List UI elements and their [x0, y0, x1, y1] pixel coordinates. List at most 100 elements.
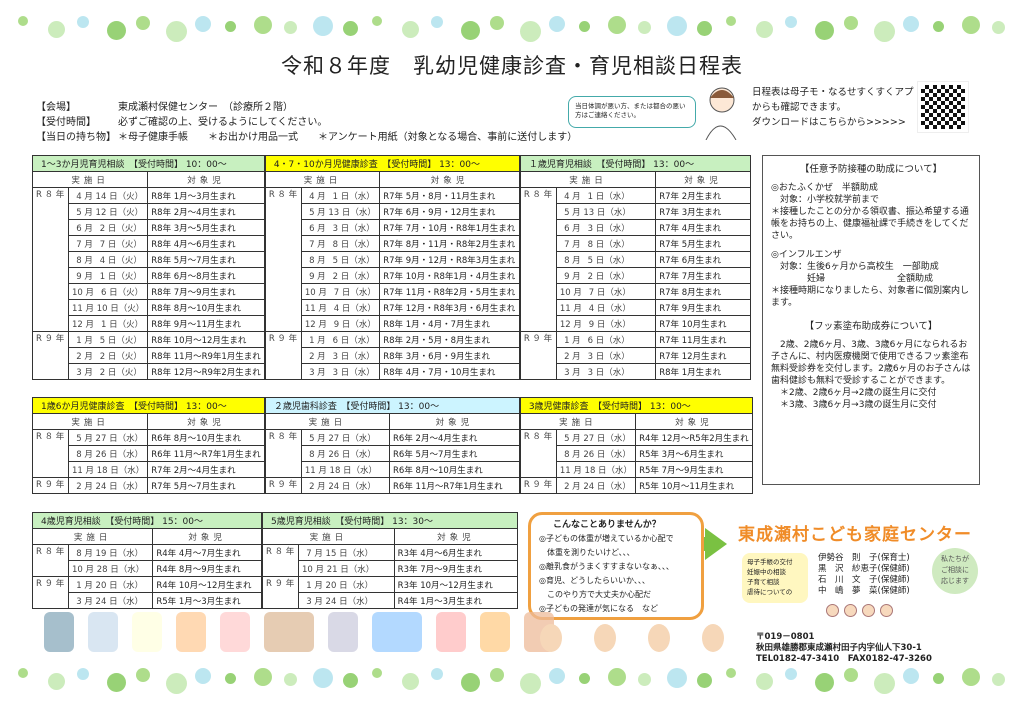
- date-cell: 12 月 9 日（水）: [300, 315, 381, 332]
- date-cell: 1 月 20 日（水）: [298, 576, 395, 593]
- target-cell: R7年 2月～4月生まれ: [147, 461, 265, 478]
- clover-icon: [519, 673, 541, 694]
- clover-icon: [903, 16, 919, 32]
- col-header-date: 実施日: [264, 171, 381, 188]
- target-cell: R6年 5月～7月生まれ: [389, 445, 520, 462]
- service-line: 虐待についての: [747, 588, 793, 596]
- clover-icon: [873, 21, 895, 42]
- col-header-date: 実施日: [519, 171, 657, 188]
- target-cell: R8年 7月～9月生まれ: [147, 283, 265, 300]
- clover-icon: [667, 668, 687, 688]
- date-cell: 9 月 1 日（火）: [67, 267, 149, 284]
- center-name: 東成瀬村こども家庭センター: [738, 525, 972, 545]
- diaper-icon: [88, 612, 118, 652]
- table-title: 4・7・10か月児健康診査 【受付時間】 13：00～: [264, 155, 520, 172]
- date-cell: 1 月 5 日（火）: [67, 331, 149, 348]
- concern-line: ◎育児、どうしたらいいか、、、: [539, 576, 650, 585]
- table-row: 9 月 2 日（水） R7年 10月・R8年1月・4月生まれ: [265, 267, 520, 284]
- date-cell: 5 月 27 日（水）: [300, 429, 391, 446]
- date-cell: 2 月 24 日（水）: [555, 477, 637, 494]
- target-cell: R3年 10月～12月生まれ: [393, 576, 519, 593]
- table-row: 3 月 24 日（水） R5年 1月～3月生まれ: [33, 592, 262, 609]
- target-cell: R4年 10月～12月生まれ: [152, 576, 262, 593]
- qr-code[interactable]: [917, 81, 969, 133]
- download-link[interactable]: ダウンロードはこちらから>>>>>: [752, 117, 906, 128]
- reception-label: 【受付時間】: [36, 117, 96, 128]
- year-cell: R ９ 年: [32, 576, 69, 609]
- clover-icon: [549, 16, 565, 32]
- schedule-table-4: ２歳児歯科診査 【受付時間】 13：00～ 実施日 対象児 R ８ 年 5 月 27 …: [264, 397, 520, 494]
- clover-icon: [254, 668, 272, 686]
- blocks-icon: [372, 612, 422, 652]
- target-cell: R7年 12月・R8年3月・6月生まれ: [379, 299, 520, 316]
- clover-icon: [254, 16, 272, 34]
- date-cell: 11 月 4 日（水）: [300, 299, 381, 316]
- target-cell: R6年 2月～4月生まれ: [389, 429, 520, 446]
- date-cell: 10 月 6 日（火）: [67, 283, 149, 300]
- note-line: 2歳、2歳6ヶ月、3歳、3歳6ヶ月になられるお子さんに、村内医療機関で使用できる…: [771, 340, 971, 386]
- clover-icon: [18, 16, 28, 26]
- target-cell: R8年 9月～11月生まれ: [147, 315, 265, 332]
- table-row: 5 月 13 日（水） R7年 6月・9月・12月生まれ: [265, 203, 520, 220]
- table-row: 8 月 5 日（水） R7年 9月・12月・R8年3月生まれ: [265, 251, 520, 268]
- clover-icon: [283, 21, 297, 34]
- date-cell: 2 月 3 日（水）: [300, 347, 381, 364]
- date-cell: 11 月 18 日（水）: [300, 461, 391, 478]
- table-row: R ９ 年 2 月 24 日（水） R5年 10月～11月生まれ: [519, 477, 753, 494]
- concern-line: ◎子どもの体重が増えているか心配で: [539, 534, 674, 543]
- target-cell: R8年 2月・5月・8月生まれ: [379, 331, 520, 348]
- col-header-target: 対象児: [147, 413, 265, 430]
- clover-icon: [726, 16, 736, 26]
- note-line: 対象：生後6ヶ月から高校生 一部助成: [771, 262, 939, 272]
- concern-line: ◎子どもの発達が気になる など: [539, 604, 658, 613]
- target-cell: R4年 12月～R5年2月生まれ: [635, 429, 753, 446]
- table-row: 3 月 24 日（水） R4年 1月～3月生まれ: [263, 592, 519, 609]
- target-cell: R8年 1月生まれ: [655, 363, 751, 380]
- schedule-table-5: 3歳児健康診査 【受付時間】 13：00～ 実施日 対象児 R ８ 年 5 月 27 …: [519, 397, 753, 494]
- staff-member: 石 川 文 子(保健師): [818, 575, 910, 585]
- mobile-icon: [328, 612, 358, 652]
- date-cell: 11 月 10 日（火）: [67, 299, 149, 316]
- venue-label: 【会場】: [36, 102, 76, 113]
- table-row: R ８ 年 7 月 15 日（水） R3年 4月～6月生まれ: [262, 544, 519, 577]
- date-cell: 2 月 24 日（水）: [300, 477, 391, 494]
- table-row: R ９ 年 1 月 5 日（火） R8年 10月～12月生まれ: [32, 331, 265, 380]
- target-cell: R7年 10月生まれ: [655, 315, 751, 332]
- subsidy-note: 【任意予防接種の助成について】 ◎おたふくかぜ 半額助成 対象：小学校就学前まで…: [762, 155, 980, 485]
- clover-icon: [224, 673, 236, 684]
- col-header-target: 対象児: [379, 171, 520, 188]
- items-text: ＊母子健康手帳 ＊お出かけ用品一式 ＊アンケート用紙（対象となる場合、事前に送付…: [118, 132, 578, 143]
- clover-icon: [18, 668, 28, 678]
- table-row: R ８ 年 4 月 1 日（水） R7年 2月生まれ: [519, 187, 751, 332]
- date-cell: 5 月 27 日（水）: [555, 429, 637, 446]
- target-cell: R7年 4月生まれ: [655, 219, 751, 236]
- concern-line: ◎離乳食がうまくすすまないなぁ、、、: [539, 562, 674, 571]
- table-row: 3 月 3 日（水） R8年 4月・7月・10月生まれ: [265, 363, 520, 380]
- staff-member: 黒 沢 紗恵子(保健師): [818, 564, 910, 574]
- table-row: 11 月 18 日（水） R6年 8月～10月生まれ: [265, 461, 520, 478]
- concerns-title: こんなことありませんか？: [553, 520, 661, 530]
- service-line: 妊娠中の相談: [747, 568, 786, 576]
- parent-illustrations: [540, 624, 724, 652]
- clover-icon: [47, 673, 65, 690]
- date-cell: 3 月 2 日（火）: [67, 363, 149, 380]
- col-header-target: 対象児: [635, 413, 753, 430]
- note-line: ◎インフルエンザ: [771, 250, 842, 260]
- date-cell: 10 月 7 日（水）: [300, 283, 381, 300]
- table-row: 6 月 3 日（水） R7年 7月・10月・R8年1月生まれ: [265, 219, 520, 236]
- target-cell: R7年 7月・10月・R8年1月生まれ: [379, 219, 520, 236]
- col-header-target: 対象児: [389, 413, 520, 430]
- target-cell: R7年 5月・8月・11月生まれ: [379, 187, 520, 204]
- note-line: 対象：小学校就学前まで: [771, 195, 880, 205]
- crib-icon: [264, 612, 314, 652]
- table-row: 12 月 1 日（火） R8年 9月～11月生まれ: [33, 315, 265, 332]
- target-cell: R5年 7月～9月生まれ: [635, 461, 753, 478]
- col-header-target: 対象児: [393, 528, 519, 545]
- table-row: 10 月 21 日（水） R3年 7月～9月生まれ: [263, 560, 519, 577]
- clover-icon: [165, 21, 187, 42]
- phone-fax: TEL0182-47-3410 FAX0182-47-3260: [756, 654, 932, 664]
- note-paragraph: 2歳、2歳6ヶ月、3歳、3歳6ヶ月になられるお子さんに、村内医療機関で使用できる…: [771, 339, 971, 411]
- table-row: 11 月 4 日（水） R7年 9月生まれ: [520, 299, 751, 316]
- target-cell: R8年 1月～3月生まれ: [147, 187, 265, 204]
- services-bubble: 母子手帳の交付 妊娠中の相談 子育て相談 虐待についての: [742, 553, 808, 603]
